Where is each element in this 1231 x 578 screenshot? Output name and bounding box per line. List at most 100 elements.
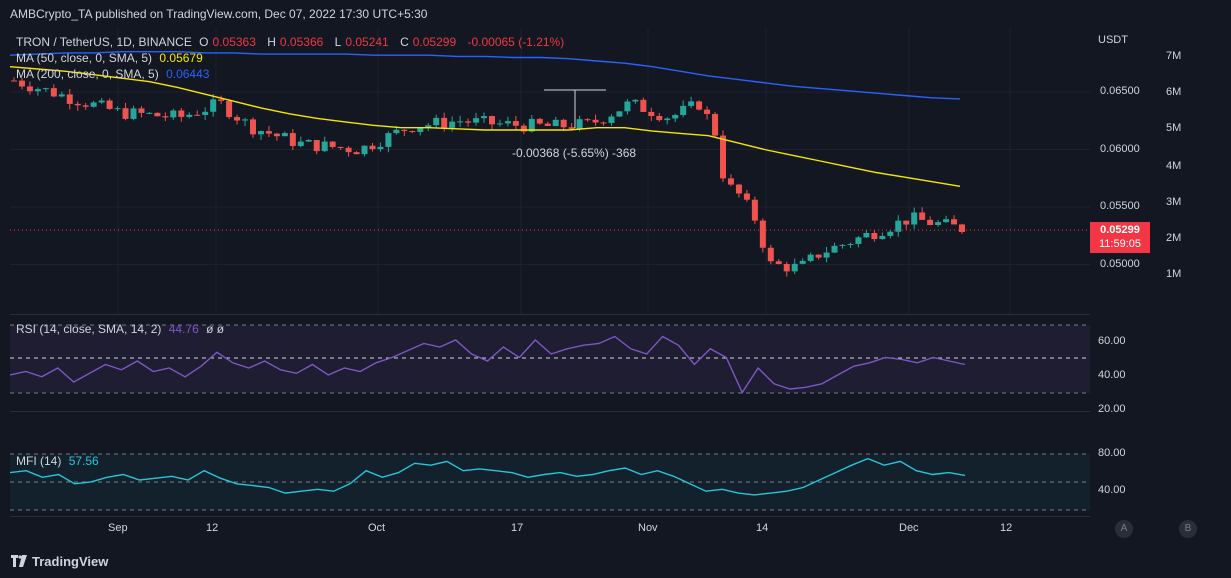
candle-body — [265, 131, 272, 134]
candle-body — [839, 244, 846, 246]
rsi-line — [10, 335, 966, 394]
panel-separator[interactable] — [10, 516, 1090, 517]
price-panel[interactable] — [10, 28, 1090, 314]
rsi-chart[interactable] — [10, 315, 1090, 411]
publisher-bar: AMBCrypto_TA published on TradingView.co… — [0, 0, 1231, 28]
volume-tick: 2M — [1166, 232, 1182, 244]
publisher-text: AMBCrypto_TA published on TradingView.co… — [10, 7, 428, 21]
candle-body — [449, 121, 456, 128]
candle-body — [720, 135, 727, 179]
candle-body — [576, 119, 583, 129]
candle-body — [146, 112, 153, 114]
ohlc-open: O 0.05363 — [199, 35, 256, 49]
time-tick: 17 — [511, 522, 524, 534]
candle-body — [584, 119, 591, 121]
candle-body — [473, 118, 480, 123]
candle-body — [234, 117, 241, 121]
candle-body — [855, 237, 862, 244]
ohlc-change: -0.00065 (-1.21%) — [467, 35, 565, 49]
mfi-chart[interactable] — [10, 412, 1090, 516]
mfi-panel[interactable] — [10, 412, 1090, 516]
candle-body — [353, 152, 360, 155]
panel-separator[interactable] — [10, 314, 1090, 315]
price-axis[interactable]: USDT 0.06500 0.06000 0.05500 0.05000 7M … — [1090, 28, 1231, 314]
candle-body — [727, 178, 734, 185]
candle-body — [592, 119, 599, 123]
ohlc-high: H 0.05366 — [267, 35, 324, 49]
candle-body — [465, 121, 472, 123]
price-chart[interactable] — [10, 28, 1090, 314]
candle-body — [106, 100, 113, 109]
mfi-tick: 40.00 — [1098, 484, 1126, 496]
candle-body — [481, 116, 488, 119]
rsi-tick: 20.00 — [1098, 403, 1126, 415]
candle-body — [385, 133, 392, 147]
rsi-label[interactable]: RSI (14, close, SMA, 14, 2) — [16, 322, 162, 336]
rsi-axis[interactable]: 60.00 40.00 20.00 — [1090, 315, 1231, 415]
candle-body — [305, 140, 312, 142]
candle-body — [289, 133, 296, 147]
ma50-label[interactable]: MA (50, close, 0, SMA, 5) — [16, 51, 153, 65]
candle-body — [369, 145, 376, 150]
candle-body — [345, 147, 352, 153]
candle-body — [871, 232, 878, 240]
candle-body — [696, 101, 703, 110]
candle-body — [823, 252, 830, 258]
rsi-panel[interactable] — [10, 315, 1090, 411]
candle-body — [114, 108, 121, 110]
ma50-line — [10, 66, 961, 187]
tradingview-logo-icon — [11, 555, 27, 567]
candle-body — [66, 94, 73, 104]
candle-body — [496, 123, 503, 125]
time-tick: Dec — [899, 522, 919, 534]
candle-body — [608, 116, 615, 123]
candle-body — [377, 146, 384, 150]
candle-body — [504, 121, 511, 124]
candle-body — [393, 129, 400, 134]
candle-body — [775, 261, 782, 264]
mfi-axis[interactable]: 80.00 40.00 — [1090, 412, 1231, 516]
candle-body — [210, 99, 217, 112]
time-tick: 12 — [206, 522, 219, 534]
time-tick: Sep — [108, 522, 128, 534]
candle-body — [329, 141, 336, 147]
candle-body — [887, 231, 894, 236]
candle-body — [552, 119, 559, 127]
symbol-label[interactable]: TRON / TetherUS, 1D, BINANCE — [16, 35, 192, 49]
volume-tick: 4M — [1166, 160, 1182, 172]
candle-body — [186, 114, 193, 117]
time-axis[interactable]: Sep 12 Oct 17 Nov 14 Dec 12 — [10, 517, 1090, 545]
candle-body — [759, 220, 766, 248]
last-price: 0.05299 — [1100, 224, 1140, 236]
candle-body — [520, 125, 527, 132]
mfi-label[interactable]: MFI (14) — [16, 454, 62, 468]
candle-body — [544, 123, 551, 127]
candle-body — [919, 212, 926, 220]
candle-body — [879, 235, 886, 240]
ma50-value: 0.05679 — [159, 51, 203, 65]
candle-body — [98, 100, 105, 103]
candle-body — [751, 199, 758, 221]
candle-body — [321, 141, 328, 152]
log-scale-button[interactable]: B — [1179, 520, 1197, 538]
candle-body — [11, 80, 17, 82]
volume-tick: 7M — [1166, 50, 1182, 62]
volume-tick: 1M — [1166, 268, 1182, 280]
candle-body — [648, 111, 655, 116]
countdown-timer: 11:59:05 — [1098, 238, 1141, 250]
candle-body — [624, 101, 631, 112]
candle-body — [194, 114, 201, 116]
candle-body — [122, 108, 129, 119]
candle-body — [943, 219, 950, 223]
auto-scale-button[interactable]: A — [1115, 520, 1133, 538]
candle-body — [138, 108, 145, 113]
rsi-extra: ø ø — [206, 322, 225, 336]
ma200-label[interactable]: MA (200, close, 0, SMA, 5) — [16, 67, 159, 81]
rsi-value: 44.76 — [168, 322, 199, 336]
rsi-tick: 60.00 — [1098, 335, 1126, 347]
panel-separator[interactable] — [10, 411, 1090, 412]
candle-body — [600, 122, 607, 124]
last-price-badge: 0.05299 11:59:05 — [1090, 222, 1150, 253]
time-tick: 12 — [1000, 522, 1013, 534]
